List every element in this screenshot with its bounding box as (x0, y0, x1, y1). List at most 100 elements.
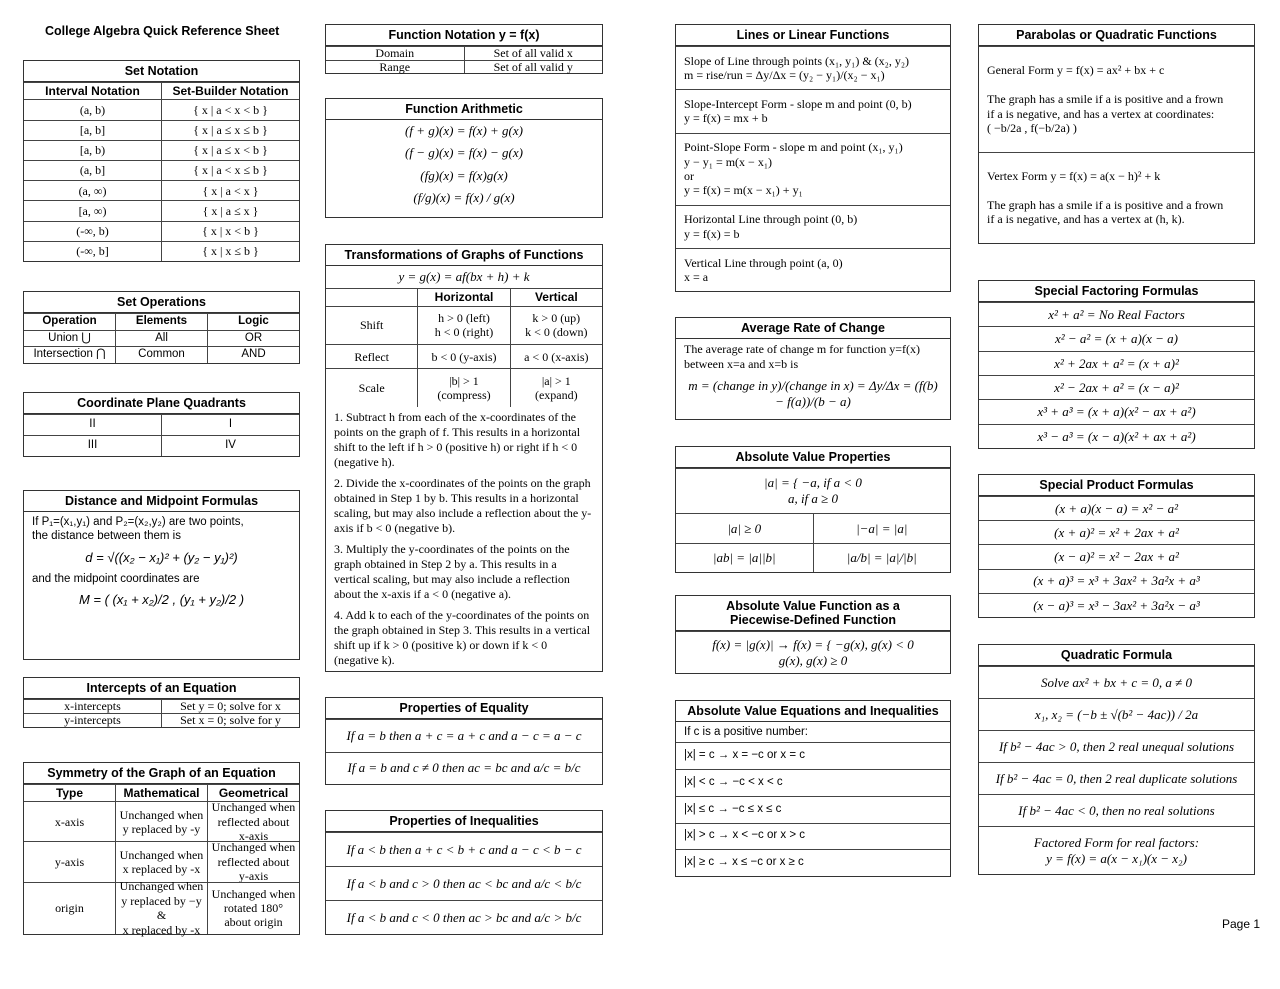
column-header: Interval Notation (45, 84, 140, 98)
section-title: Average Rate of Change (676, 318, 950, 339)
table-row: x-intercepts Set y = 0; solve for x (24, 699, 299, 713)
section-set-operations: Set Operations Operation Elements Logic Unio… (23, 291, 300, 364)
table-cell: OR (207, 330, 299, 347)
section-average-rate: Average Rate of Change The average rate o… (675, 317, 951, 420)
table-cell: AND (207, 347, 299, 363)
table-cell: { x | x < b } (161, 221, 299, 241)
section-transformations: Transformations of Graphs of Functions y … (325, 244, 603, 672)
table-cell: |a/b| = |a|/|b| (812, 543, 951, 572)
table-row: (x + a)² = x² + 2ax + a² (979, 520, 1254, 544)
table-cell: General Form y = f(x) = ax² + bx + c The… (987, 63, 1224, 135)
table-cell: x² − a² = (x + a)(x − a) (1054, 331, 1178, 347)
table-cell: (a, b] (79, 163, 106, 178)
table-cell: Range (379, 59, 411, 74)
formula: M = ( (x₁ + x₂)/2 , (y₁ + y₂)/2 ) (78, 592, 245, 608)
table-row: If a < b then a + c < b + c and a − c < … (326, 832, 602, 866)
table-row: If a = b then a + c = a + c and a − c = … (326, 719, 602, 752)
table-row: Factored Form for real factors: y = f(x)… (979, 826, 1254, 874)
table-cell: |x| = c → x = −c or x = c (684, 749, 806, 762)
column-header: Geometrical (207, 785, 299, 802)
table-row: Vertical Line through point (a, 0) x = a (676, 247, 950, 291)
table-row: (-∞, b] { x | x ≤ b } (24, 240, 299, 262)
table-cell: Point-Slope Form - slope m and point (x₁… (684, 140, 903, 198)
table-cell: If a < b and c > 0 then ac < bc and a/c … (346, 875, 582, 891)
table-row: x₁, x₂ = (−b ± √(b² − 4ac)) / 2a (979, 698, 1254, 730)
section-title: Quadratic Formula (979, 645, 1254, 666)
table-row: If b² − 4ac = 0, then 2 real duplicate s… (979, 762, 1254, 794)
section-quadrants: Coordinate Plane Quadrants II I III IV (23, 392, 300, 457)
table-row: (a, b) { x | a < x < b } (24, 99, 299, 120)
table-cell: Domain (375, 46, 415, 61)
section-title: Properties of Equality (326, 698, 602, 719)
table-cell: [a, b) (79, 143, 106, 158)
table-cell: Unchanged when reflected about y-axis (207, 840, 299, 883)
table-cell: b < 0 (y-axis) (417, 345, 509, 369)
paragraph: and the midpoint coordinates are (32, 573, 200, 585)
table-row: Union ⋃ All OR (24, 329, 299, 347)
table-row: II I (24, 414, 299, 435)
table-row: If a < b and c < 0 then ac > bc and a/c … (326, 900, 602, 934)
table-cell: |x| < c → −c < x < c (684, 776, 783, 789)
table-row: Point-Slope Form - slope m and point (x₁… (676, 132, 950, 205)
table-cell: III (87, 439, 98, 452)
table-row: General Form y = f(x) = ax² + bx + c The… (979, 46, 1254, 152)
formula: (f + g)(x) = f(x) + g(x) (405, 123, 523, 138)
section-title: Set Notation (24, 61, 299, 82)
table-row: Slope-Intercept Form - slope m and point… (676, 89, 950, 132)
section-title: Transformations of Graphs of Functions (326, 245, 602, 266)
table-cell: (x − a)³ = x³ − 3ax² + 3a²x − a³ (1033, 597, 1200, 613)
table-cell: |b| > 1 (compress) (417, 369, 509, 407)
section-title: Function Notation y = f(x) (326, 25, 602, 46)
section-title: Intercepts of an Equation (24, 678, 299, 699)
table-cell: Vertex Form y = f(x) = a(x − h)² + k The… (987, 169, 1224, 227)
section-title: Symmetry of the Graph of an Equation (24, 763, 299, 784)
table-cell: k > 0 (up) k < 0 (down) (509, 306, 602, 345)
table-row: x² + 2ax + a² = (x + a)² (979, 350, 1254, 375)
table-cell: Horizontal Line through point (0, b) y =… (684, 212, 858, 241)
table-row: Slope of Line through points (x₁, y₁) & … (676, 46, 950, 89)
table-cell: Union ⋃ (48, 331, 91, 344)
section-abs-properties: Absolute Value Properties |a| = { −a, if … (675, 446, 951, 573)
paragraph: 2. Divide the x-coordinates of the point… (334, 475, 592, 535)
table-row: (x + a)³ = x³ + 3ax² + 3a²x + a³ (979, 568, 1254, 593)
table-row: y-axis Unchanged when x replaced by -x Unc… (24, 840, 299, 883)
formula: m = (change in y)/(change in x) = Δy/Δx … (688, 378, 938, 410)
table-cell: Unchanged when y replaced by −y & x repl… (115, 879, 207, 937)
table-cell: (-∞, b] (76, 244, 109, 259)
section-title: Distance and Midpoint Formulas (24, 491, 299, 512)
table-cell: Set y = 0; solve for x (161, 699, 299, 713)
table-row: |x| < c → −c < x < c (676, 769, 950, 796)
table-header-row: Horizontal Vertical (326, 288, 602, 306)
table-cell: If a < b then a + c < b + c and a − c < … (346, 841, 582, 857)
table-cell: { x | a ≤ x ≤ b } (161, 120, 299, 140)
table-row: Range Set of all valid y (326, 59, 602, 74)
table-cell: |ab| = |a||b| (712, 549, 776, 565)
table-cell: I (161, 415, 299, 435)
table-row: Solve ax² + bx + c = 0, a ≠ 0 (979, 666, 1254, 698)
section-intercepts: Intercepts of an Equation x-intercepts Set… (23, 677, 300, 728)
paragraph: 3. Multiply the y-coordinates of the poi… (334, 541, 570, 601)
column-header: Elements (115, 314, 207, 330)
column-header: Operation (42, 315, 97, 327)
table-cell: x² + a² = No Real Factors (1048, 306, 1185, 322)
table-row: III IV (24, 435, 299, 456)
table-row: y-intercepts Set x = 0; solve for y (24, 713, 299, 727)
table-cell: If a < b and c < 0 then ac > bc and a/c … (346, 909, 582, 925)
section-abs-piecewise: Absolute Value Function as a Piecewise-D… (675, 595, 951, 674)
table-cell: { x | a ≤ x } (161, 201, 299, 221)
section-title: Absolute Value Equations and Inequalitie… (676, 701, 950, 722)
table-row: [a, ∞) { x | a ≤ x } (24, 200, 299, 221)
section-parabolas: Parabolas or Quadratic Functions General … (978, 24, 1255, 244)
table-cell: x² + 2ax + a² = (x + a)² (1054, 355, 1179, 371)
table-row: (a, b] { x | a < x ≤ b } (24, 160, 299, 181)
table-cell: All (115, 330, 207, 347)
column-header: Mathematical (115, 785, 207, 802)
table-cell: [a, ∞) (78, 203, 107, 218)
table-row: Domain Set of all valid x (326, 46, 602, 60)
section-title: Coordinate Plane Quadrants (24, 393, 299, 414)
table-cell: Set of all valid x (463, 46, 603, 60)
table-cell: { x | a < x < b } (161, 100, 299, 120)
table-cell: x-intercepts (64, 699, 121, 714)
table-header-row: Interval Notation Set-Builder Notation (24, 82, 299, 100)
page-number: Page 1 (1222, 917, 1261, 931)
